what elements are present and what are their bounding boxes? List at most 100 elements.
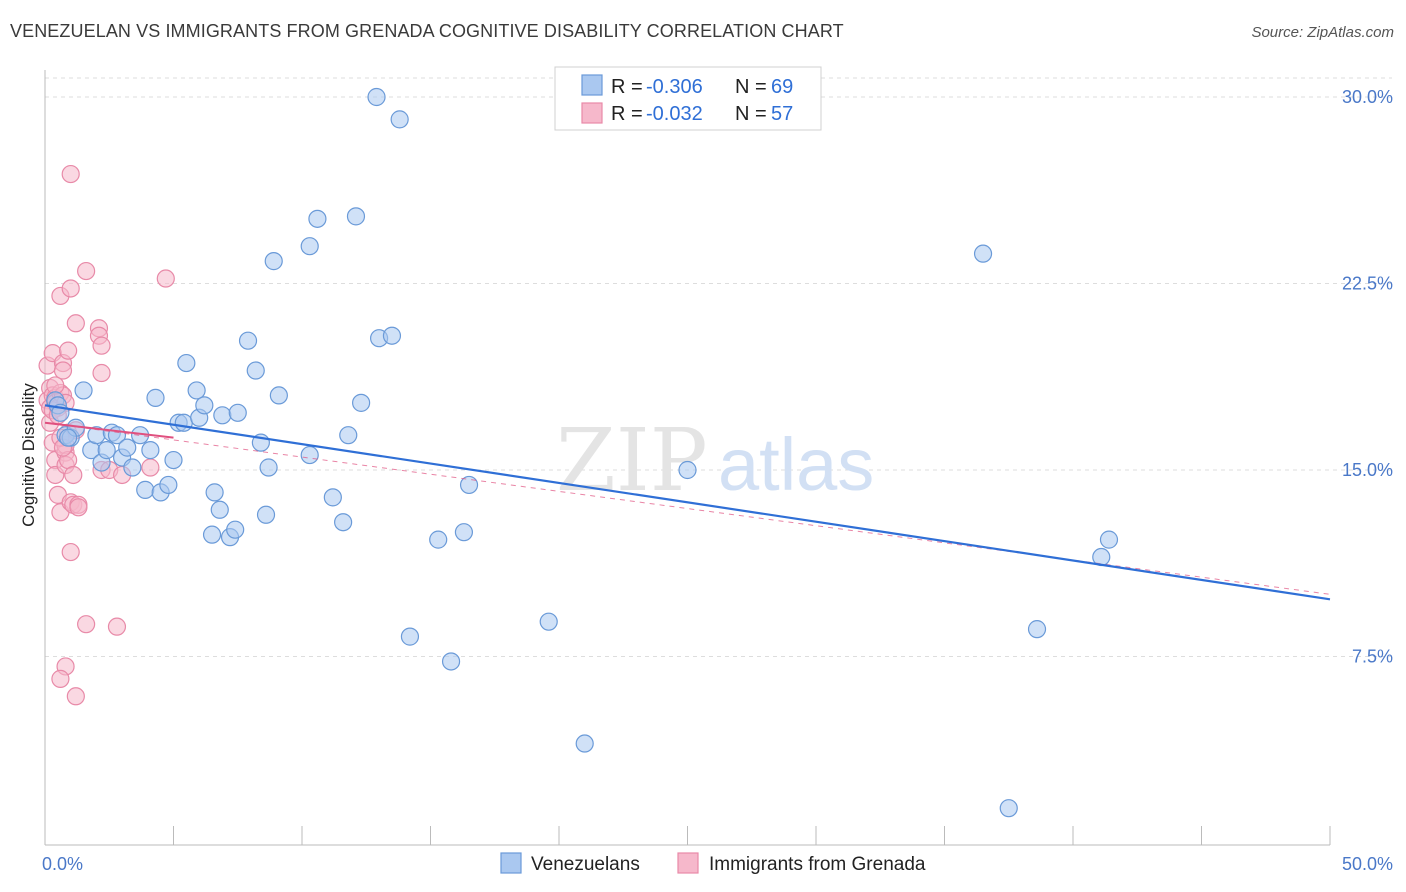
gridlines — [45, 77, 1392, 657]
x-tick-label-0: 0.0% — [42, 854, 83, 874]
watermark: ZIP atlas — [556, 411, 874, 511]
bottom-legend-label-venezuelans: Venezuelans — [531, 854, 640, 875]
venezuelans-point-15 — [123, 458, 142, 477]
grenada-point-17 — [53, 361, 73, 380]
venezuelans-point-50 — [352, 393, 371, 412]
venezuelans-point-67 — [1099, 530, 1119, 549]
grenada-point-36 — [77, 261, 96, 281]
venezuelans-point-34 — [226, 520, 245, 539]
series-legend: Venezuelans Immigrants from Grenada — [500, 852, 926, 875]
y-tick-label-0: 7.5% — [1352, 647, 1393, 667]
grenada-point-28 — [61, 542, 80, 562]
venezuelans-point-51 — [367, 87, 386, 107]
venezuelans-point-65 — [1027, 620, 1047, 639]
series-venezuelans-points — [46, 87, 1119, 818]
venezuelans-point-56 — [441, 652, 461, 671]
venezuelans-point-35 — [228, 403, 247, 422]
venezuelans-point-53 — [382, 326, 402, 345]
venezuelans-point-54 — [390, 110, 409, 129]
venezuelans-point-64 — [999, 799, 1018, 818]
grenada-point-41 — [92, 363, 111, 383]
grenada-point-46 — [141, 458, 160, 477]
y-axis-title: Cognitive Disability — [19, 383, 38, 527]
legend-n-value-1: 69 — [771, 76, 793, 98]
watermark-atlas: atlas — [718, 423, 874, 506]
venezuelans-point-32 — [213, 406, 232, 425]
venezuelans-point-19 — [146, 388, 165, 407]
legend-n-value-2: 57 — [771, 103, 793, 125]
venezuelans-point-14 — [118, 438, 137, 457]
venezuelans-point-21 — [159, 475, 178, 495]
grenada-trend-line — [44, 421, 174, 439]
venezuelans-point-43 — [300, 237, 319, 256]
venezuelans-point-49 — [346, 207, 366, 226]
grenada-trend-extended — [44, 422, 1331, 595]
legend-r-label-1: R = — [611, 76, 643, 98]
venezuelans-point-26 — [187, 381, 206, 400]
axes — [44, 70, 1331, 846]
chart-title: VENEZUELAN VS IMMIGRANTS FROM GRENADA CO… — [10, 21, 844, 41]
grenada-point-54 — [51, 669, 70, 688]
chart-source: Source: ZipAtlas.com — [1251, 24, 1394, 41]
legend-n-label-2: N = — [735, 103, 767, 125]
venezuelans-point-6 — [74, 381, 93, 400]
stats-legend: R = -0.306 N = 69 R = -0.032 N = 57 — [554, 66, 822, 131]
watermark-zip: ZIP — [556, 411, 708, 511]
legend-r-value-1: -0.306 — [646, 76, 703, 98]
y-tick-label-3: 30.0% — [1342, 87, 1393, 107]
venezuelans-point-24 — [174, 413, 193, 432]
venezuelans-point-29 — [202, 525, 222, 544]
venezuelans-point-62 — [678, 460, 697, 480]
y-tick-label-2: 22.5% — [1342, 274, 1393, 294]
grenada-point-26 — [61, 279, 80, 298]
grenada-point-29 — [61, 164, 80, 184]
venezuelans-point-61 — [575, 734, 594, 753]
venezuelans-point-48 — [339, 426, 358, 445]
y-tick-label-1: 15.0% — [1342, 460, 1393, 480]
venezuelans-point-42 — [269, 386, 288, 405]
grenada-point-37 — [77, 615, 96, 634]
legend-swatch-grenada — [581, 102, 603, 124]
legend-r-label-2: R = — [611, 103, 643, 125]
venezuelans-point-25 — [177, 353, 196, 373]
venezuelans-point-36 — [238, 331, 258, 350]
grenada-point-55 — [66, 687, 85, 706]
venezuelans-point-58 — [454, 523, 474, 542]
legend-r-value-2: -0.032 — [646, 103, 703, 125]
venezuelans-point-17 — [136, 480, 155, 499]
bottom-legend-label-grenada: Immigrants from Grenada — [709, 854, 926, 875]
venezuelans-point-57 — [429, 530, 448, 549]
venezuelans-point-31 — [210, 500, 229, 519]
venezuelans-point-41 — [264, 252, 283, 271]
venezuelans-point-60 — [539, 612, 558, 631]
venezuelans-point-30 — [205, 483, 224, 502]
grenada-point-33 — [66, 314, 85, 333]
legend-swatch-venezuelans — [581, 74, 603, 96]
x-tick-label-1: 50.0% — [1342, 854, 1393, 874]
venezuelans-point-46 — [323, 488, 342, 507]
venezuelans-trend-line — [44, 404, 1331, 601]
venezuelans-point-18 — [141, 441, 160, 460]
grenada-point-23 — [59, 341, 78, 360]
trend-lines — [44, 404, 1331, 601]
grenada-point-47 — [156, 269, 175, 288]
venezuelans-point-37 — [246, 361, 265, 380]
tick-labels: 7.5% 15.0% 22.5% 30.0% 0.0% 50.0% — [42, 87, 1393, 874]
venezuelans-point-55 — [400, 627, 420, 646]
grenada-point-40 — [92, 336, 111, 355]
venezuelans-point-10 — [97, 441, 116, 460]
bottom-legend-swatch-venezuelans — [500, 852, 522, 874]
grenada-point-35 — [69, 498, 88, 517]
venezuelans-point-22 — [164, 450, 183, 470]
venezuelans-point-28 — [195, 396, 214, 415]
grenada-point-44 — [107, 617, 127, 636]
venezuelans-point-44 — [300, 445, 319, 465]
venezuelans-point-40 — [259, 458, 278, 477]
bottom-legend-swatch-grenada — [677, 852, 699, 874]
grenada-point-30 — [64, 465, 83, 485]
venezuelans-point-45 — [308, 209, 327, 228]
venezuelans-point-63 — [973, 244, 993, 263]
venezuelans-point-47 — [334, 513, 353, 532]
legend-n-label-1: N = — [735, 76, 767, 98]
